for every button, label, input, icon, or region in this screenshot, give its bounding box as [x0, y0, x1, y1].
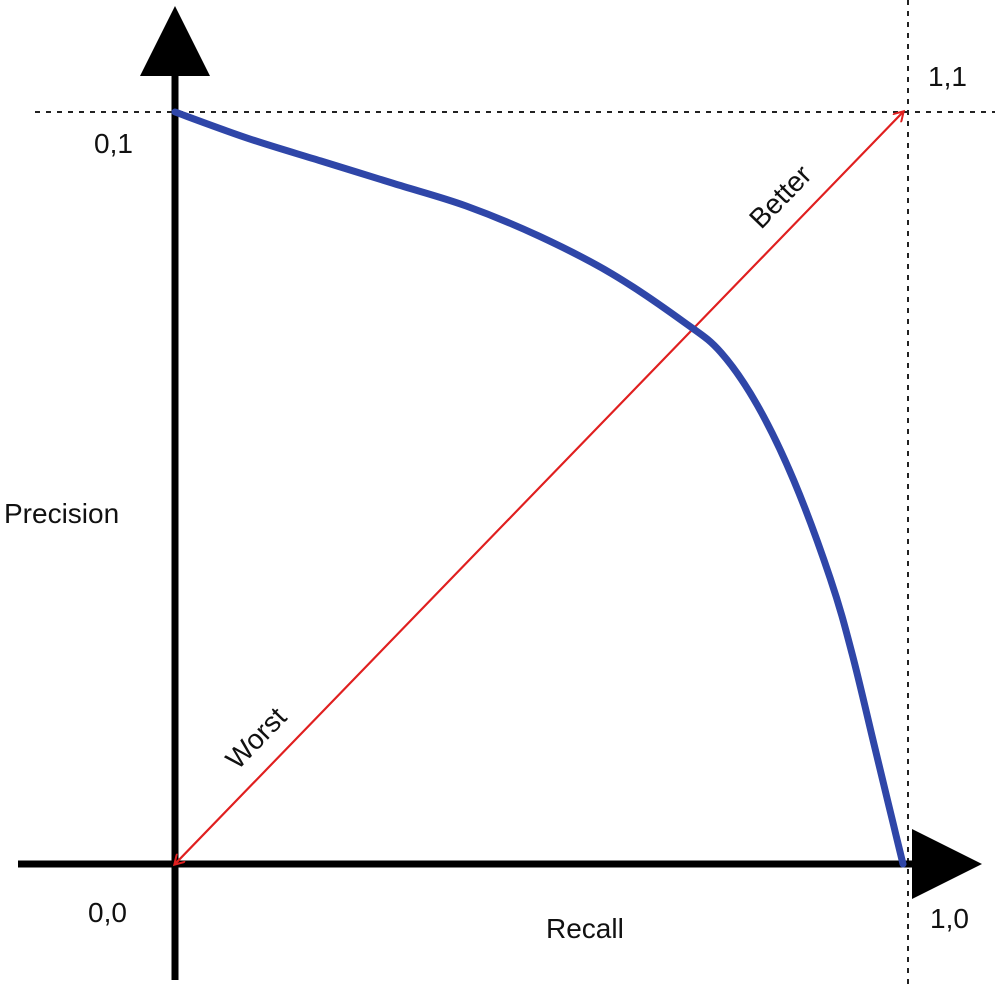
annotation-worst: Worst	[220, 701, 293, 775]
annotation-better: Better	[743, 159, 817, 234]
top-right-label: 1,1	[928, 61, 967, 92]
top-left-label: 0,1	[94, 128, 133, 159]
arrow-worst	[175, 111, 904, 864]
bottom-right-label: 1,0	[930, 903, 969, 934]
precision-recall-curve	[171, 108, 907, 868]
x-axis-label: Recall	[546, 913, 624, 944]
y-axis-label: Precision	[4, 498, 119, 529]
origin-label: 0,0	[88, 897, 127, 928]
